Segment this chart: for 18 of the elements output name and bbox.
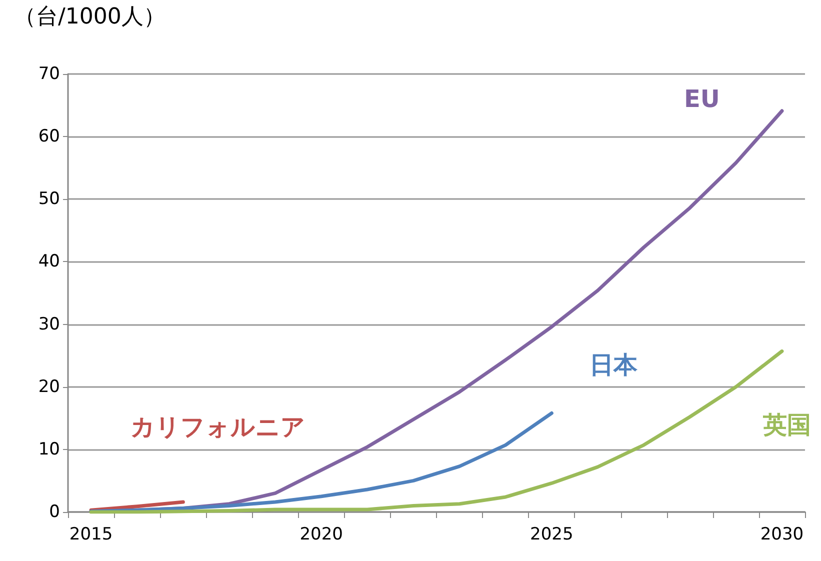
y-tick-label: 0 (49, 502, 60, 522)
y-tick-label: 20 (38, 376, 60, 397)
y-tick-label: 60 (38, 126, 60, 147)
y-tick-label: 30 (38, 314, 60, 334)
y-tick-label: 70 (38, 64, 60, 84)
text: 日本 (590, 351, 639, 380)
x-tick-label: 2020 (300, 524, 343, 544)
y-tick-label: 50 (38, 189, 60, 210)
y-tick-label: 40 (38, 252, 60, 272)
series-label: EU (684, 84, 720, 113)
y-axis-title: （台/1000人） (14, 4, 166, 30)
text: カリフォルニア (130, 412, 306, 441)
series-label: 英国 (762, 411, 811, 440)
x-tick-label: 2015 (69, 524, 113, 544)
x-tick-label: 2025 (530, 524, 574, 544)
x-tick-label: 2030 (760, 524, 804, 544)
line-series (89, 411, 554, 514)
y-tick-label: 10 (38, 439, 60, 460)
